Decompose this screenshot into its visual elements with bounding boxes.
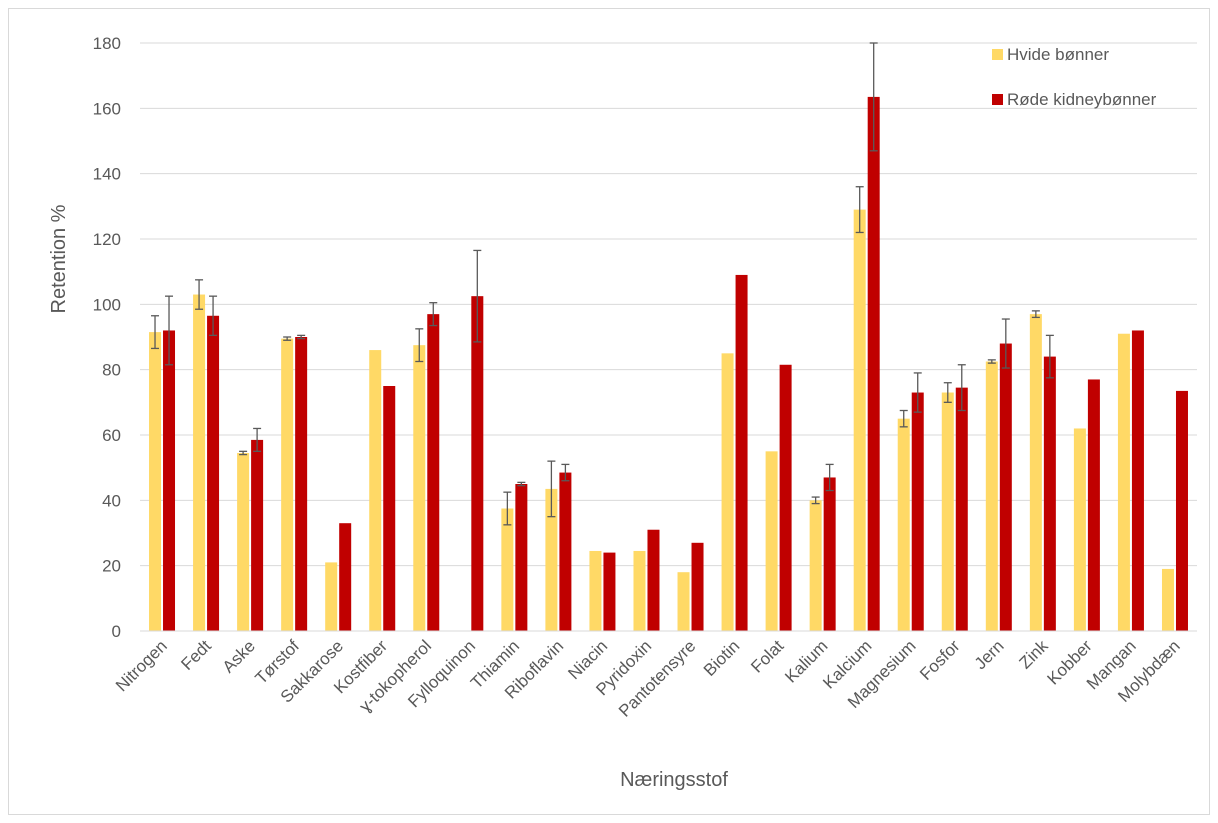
x-axis-label: Næringsstof xyxy=(620,769,728,791)
bar-hvide-8 xyxy=(501,509,513,632)
legend-label: Hvide bønner xyxy=(1007,45,1109,64)
x-tick-label: Aske xyxy=(219,636,259,676)
chart-frame: 0 20 40 60 80 100 120 140 160 180 Nitrogen Fedt Ask… xyxy=(8,8,1210,815)
y-tick-label: 180 xyxy=(93,34,121,53)
legend-label: Røde kidneybønner xyxy=(1007,90,1157,109)
bar-hvide-21 xyxy=(1074,428,1086,631)
x-tick-label: Fosfor xyxy=(916,636,964,684)
bar-hvide-11 xyxy=(633,551,645,631)
bar-roede-8 xyxy=(515,484,527,631)
bar-hvide-14 xyxy=(766,451,778,631)
bar-roede-3 xyxy=(295,337,307,631)
bar-hvide-15 xyxy=(810,500,822,631)
y-tick-label: 120 xyxy=(93,230,121,249)
x-axis-ticks: Nitrogen Fedt AskeTørstofSakkaroseKostfibe… xyxy=(112,636,1184,721)
bar-hvide-0 xyxy=(149,332,161,631)
bar-roede-6 xyxy=(427,314,439,631)
bar-hvide-13 xyxy=(722,353,734,631)
bar-roede-5 xyxy=(383,386,395,631)
y-axis-label: Retention % xyxy=(48,204,70,313)
bar-chart: 0 20 40 60 80 100 120 140 160 180 Nitrogen Fedt Ask… xyxy=(9,9,1211,816)
bar-hvide-12 xyxy=(678,572,690,631)
y-tick-label: 40 xyxy=(102,491,121,510)
y-tick-label: 20 xyxy=(102,557,121,576)
bar-roede-13 xyxy=(736,275,748,631)
y-axis-ticks: 0 20 40 60 80 100 120 140 160 180 xyxy=(93,34,121,641)
bar-hvide-19 xyxy=(986,362,998,632)
x-tick-label: Jern xyxy=(971,636,1008,673)
bar-roede-4 xyxy=(339,523,351,631)
bar-roede-1 xyxy=(207,316,219,631)
y-tick-label: 60 xyxy=(102,426,121,445)
bar-hvide-16 xyxy=(854,210,866,631)
bar-roede-20 xyxy=(1044,357,1056,631)
bar-roede-2 xyxy=(251,440,263,631)
x-tick-label: Zink xyxy=(1016,636,1052,672)
bar-roede-21 xyxy=(1088,379,1100,631)
bar-roede-16 xyxy=(868,97,880,631)
bar-hvide-5 xyxy=(369,350,381,631)
x-tick-label: Nitrogen xyxy=(112,636,171,695)
legend-swatch xyxy=(992,49,1003,60)
bar-hvide-20 xyxy=(1030,314,1042,631)
x-tick-label: Fedt xyxy=(177,636,215,674)
bar-hvide-22 xyxy=(1118,334,1130,631)
legend-swatch xyxy=(992,94,1003,105)
bar-roede-15 xyxy=(824,477,836,631)
bar-hvide-23 xyxy=(1162,569,1174,631)
bar-roede-17 xyxy=(912,393,924,631)
bar-roede-9 xyxy=(559,473,571,631)
y-tick-label: 160 xyxy=(93,99,121,118)
bar-hvide-10 xyxy=(589,551,601,631)
bar-hvide-6 xyxy=(413,345,425,631)
y-tick-label: 100 xyxy=(93,295,121,314)
bar-roede-19 xyxy=(1000,344,1012,631)
x-tick-label: Biotin xyxy=(700,636,744,680)
bar-hvide-3 xyxy=(281,339,293,631)
bar-hvide-4 xyxy=(325,562,337,631)
x-tick-label: Pantotensyre xyxy=(615,636,699,720)
bar-roede-12 xyxy=(692,543,704,631)
y-tick-label: 140 xyxy=(93,165,121,184)
bar-hvide-18 xyxy=(942,393,954,631)
bar-hvide-17 xyxy=(898,419,910,631)
x-tick-label: Folat xyxy=(747,636,787,676)
bar-hvide-2 xyxy=(237,453,249,631)
bar-hvide-1 xyxy=(193,295,205,631)
bar-roede-11 xyxy=(647,530,659,631)
bar-roede-14 xyxy=(780,365,792,631)
bar-roede-10 xyxy=(603,553,615,631)
y-tick-label: 80 xyxy=(102,361,121,380)
bar-roede-0 xyxy=(163,330,175,631)
bar-roede-22 xyxy=(1132,330,1144,631)
bar-roede-7 xyxy=(471,296,483,631)
y-tick-label: 0 xyxy=(112,622,121,641)
bar-roede-23 xyxy=(1176,391,1188,631)
bars xyxy=(149,97,1188,631)
legend: Hvide bønner Røde kidneybønner xyxy=(992,45,1157,109)
bar-roede-18 xyxy=(956,388,968,631)
